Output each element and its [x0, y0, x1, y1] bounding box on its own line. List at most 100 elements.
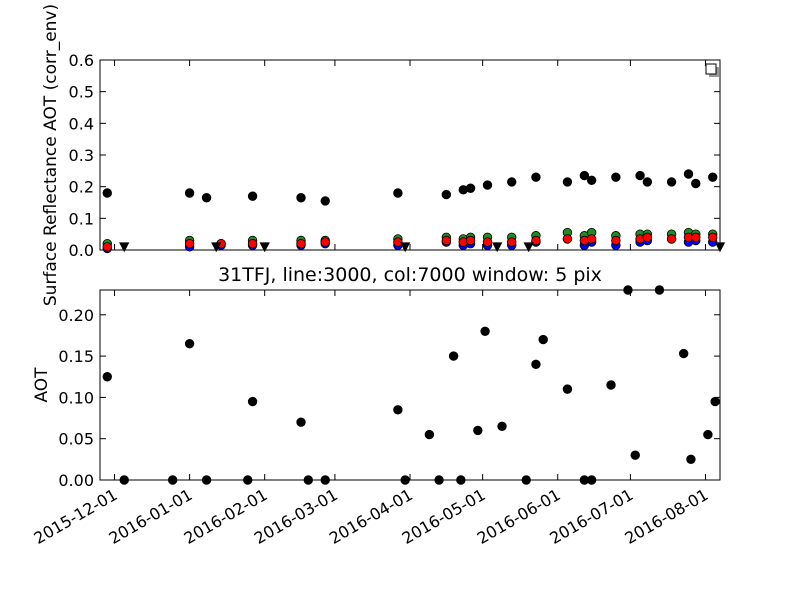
data-point-3-1 [184, 238, 195, 249]
legend-box[interactable] [705, 63, 719, 77]
data-point-3-0 [102, 242, 112, 252]
top-x-axis-ticks [114, 60, 706, 250]
data-point-0-26 [623, 285, 633, 295]
bottom-x-axis: 2015-12-012016-01-012016-02-012016-03-01… [31, 290, 711, 548]
top-plot-frame [99, 59, 721, 251]
data-point-0-9 [465, 183, 476, 193]
y-tick-label: 0.1 [69, 209, 94, 228]
data-point-0-9 [320, 475, 330, 485]
data-point-0-1 [184, 188, 195, 198]
data-point-3-5 [320, 237, 330, 247]
data-point-0-8 [303, 475, 313, 485]
data-point-triangle-4-1 [211, 242, 222, 253]
data-point-3-18 [642, 232, 653, 243]
data-point-3-6 [393, 237, 403, 247]
data-point-0-22 [562, 384, 573, 394]
data-point-3-10 [482, 237, 493, 247]
data-point-0-7 [296, 417, 306, 427]
data-point-triangle-4-5 [523, 242, 534, 253]
data-point-0-29 [678, 348, 689, 359]
data-point-0-25 [606, 380, 616, 390]
data-point-0-13 [434, 475, 444, 485]
data-point-0-21 [691, 178, 701, 189]
data-point-triangle-4-6 [714, 242, 726, 253]
data-point-0-3 [184, 338, 195, 349]
data-point-0-4 [201, 475, 212, 485]
data-point-0-0 [102, 188, 112, 198]
legend-frame [705, 63, 717, 75]
data-point-0-5 [243, 475, 253, 485]
data-point-3-19 [666, 234, 677, 244]
data-point-0-10 [482, 180, 493, 190]
data-point-0-10 [393, 405, 403, 415]
data-point-3-21 [691, 232, 701, 243]
data-point-3-4 [296, 238, 306, 249]
bottom-chart-title: 31TFJ, line:3000, col:7000 window: 5 pix [218, 264, 602, 286]
data-point-0-14 [448, 351, 459, 361]
data-point-0-20 [683, 169, 694, 179]
top-panel: 0.0 0.1 0.2 0.3 0.4 0.5 0.6 Surface Reflectanc… [41, 4, 726, 306]
data-point-0-6 [247, 396, 258, 407]
data-point-triangle-4-2 [259, 242, 270, 253]
data-point-3-11 [507, 237, 517, 247]
x-tick-label: 2016-08-01 [621, 485, 711, 548]
data-point-3-3 [247, 238, 258, 249]
data-point-0-18 [497, 421, 507, 432]
data-point-0-27 [630, 450, 640, 460]
data-point-0-19 [666, 177, 677, 187]
y-tick-label: 0.10 [58, 388, 94, 407]
data-point-0-15 [456, 475, 466, 485]
bottom-y-axis: 0.00 0.05 0.10 0.15 0.20 [58, 306, 720, 490]
y-tick-label: 0.6 [69, 51, 94, 70]
data-point-0-17 [635, 170, 645, 181]
top-data-points [102, 169, 726, 254]
data-point-triangle-4-0 [119, 242, 130, 253]
data-point-triangle-4-4 [492, 242, 503, 253]
data-point-0-15 [586, 175, 597, 186]
data-point-0-3 [247, 191, 258, 201]
data-point-0-13 [562, 177, 573, 187]
data-point-0-17 [480, 326, 490, 337]
data-point-0-1 [119, 475, 129, 485]
data-point-0-32 [710, 396, 720, 407]
x-tick-label: 2015-12-01 [31, 485, 121, 548]
data-point-0-28 [654, 285, 665, 295]
y-tick-label: 0.0 [69, 241, 94, 260]
y-tick-label: 0.05 [58, 430, 94, 449]
data-point-0-2 [167, 475, 178, 485]
y-tick-label: 0.5 [69, 83, 94, 102]
data-point-3-7 [441, 235, 452, 246]
data-point-3-12 [531, 235, 541, 246]
data-point-0-20 [531, 359, 541, 370]
x-tick-label: 2016-05-01 [399, 485, 489, 548]
y-tick-label: 0.4 [69, 114, 94, 133]
data-point-0-11 [507, 177, 517, 187]
y-tick-label: 0.00 [58, 471, 94, 490]
data-point-3-13 [562, 234, 573, 244]
x-tick-label: 2016-07-01 [546, 485, 636, 548]
y-tick-label: 0.2 [69, 178, 94, 197]
data-point-0-0 [102, 372, 112, 382]
data-point-3-22 [708, 232, 718, 243]
data-point-0-22 [708, 172, 718, 182]
bottom-data-points [102, 285, 720, 485]
data-point-0-7 [441, 189, 452, 200]
data-point-3-15 [586, 234, 597, 244]
data-point-0-4 [296, 193, 306, 203]
data-point-0-16 [611, 172, 621, 182]
data-point-0-21 [538, 334, 548, 345]
y-tick-label: 0.3 [69, 146, 94, 165]
data-point-0-19 [521, 475, 531, 485]
data-point-triangle-4-3 [399, 242, 411, 253]
y-tick-label: 0.20 [58, 306, 94, 325]
data-point-0-12 [424, 429, 435, 440]
bottom-y-axis-label: AOT [32, 367, 52, 403]
y-tick-label: 0.15 [58, 347, 94, 366]
data-point-0-2 [201, 193, 212, 203]
data-point-3-16 [611, 235, 621, 246]
data-point-0-31 [703, 429, 713, 440]
data-point-0-12 [531, 172, 541, 182]
data-point-0-14 [579, 170, 590, 181]
x-tick-label: 2016-01-01 [106, 485, 196, 548]
